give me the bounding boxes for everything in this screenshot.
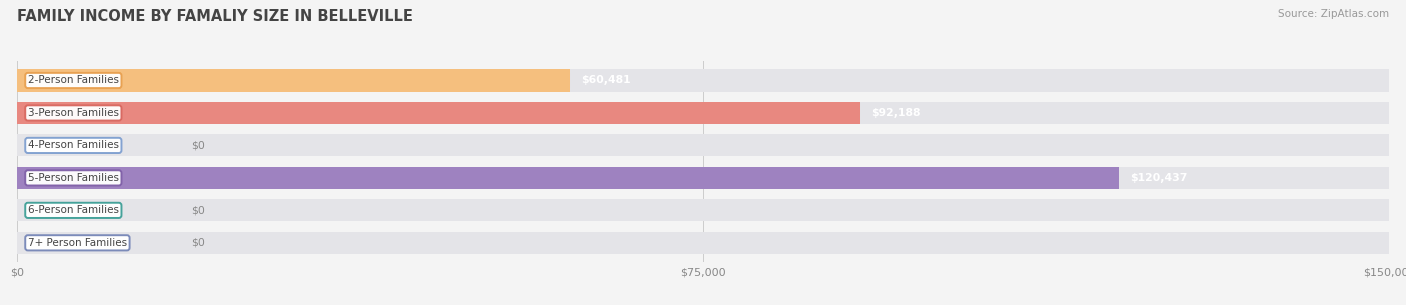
- Text: Source: ZipAtlas.com: Source: ZipAtlas.com: [1278, 9, 1389, 19]
- Text: 3-Person Families: 3-Person Families: [28, 108, 120, 118]
- Text: $0: $0: [191, 140, 204, 150]
- Bar: [17, 199, 1389, 221]
- Text: 5-Person Families: 5-Person Families: [28, 173, 120, 183]
- Bar: [17, 167, 1389, 189]
- Bar: [17, 102, 1389, 124]
- Text: $60,481: $60,481: [581, 75, 631, 85]
- Bar: [17, 167, 1119, 189]
- Bar: [17, 232, 1389, 254]
- Text: FAMILY INCOME BY FAMALIY SIZE IN BELLEVILLE: FAMILY INCOME BY FAMALIY SIZE IN BELLEVI…: [17, 9, 413, 24]
- Text: $92,188: $92,188: [872, 108, 921, 118]
- Text: 4-Person Families: 4-Person Families: [28, 140, 120, 150]
- Text: $0: $0: [191, 238, 204, 248]
- Bar: [17, 70, 571, 92]
- Bar: [17, 135, 1389, 156]
- Bar: [17, 70, 1389, 92]
- Bar: [17, 102, 860, 124]
- Text: $0: $0: [191, 205, 204, 215]
- Text: $120,437: $120,437: [1129, 173, 1187, 183]
- Text: 2-Person Families: 2-Person Families: [28, 75, 120, 85]
- Text: 7+ Person Families: 7+ Person Families: [28, 238, 127, 248]
- Text: 6-Person Families: 6-Person Families: [28, 205, 120, 215]
